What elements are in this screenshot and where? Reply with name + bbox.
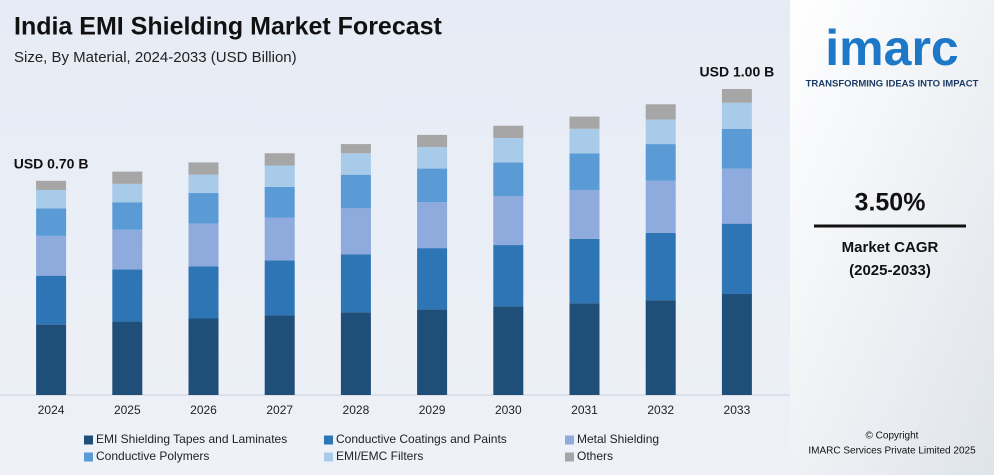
legend-swatch [84,435,93,445]
cagr-label: Market CAGR [842,239,939,256]
bar-segment [569,116,600,129]
bar-segment [493,162,524,197]
bar-segment [569,128,600,154]
bar-segment [417,248,448,310]
legend-label: EMI Shielding Tapes and Laminates [96,432,287,446]
x-tick-label: 2033 [724,403,751,417]
bar-segment [112,183,143,203]
bar-segment [188,174,219,194]
legend-swatch [565,435,574,445]
bar-segment [340,254,371,313]
bar-segment [340,208,371,255]
bar-segment [188,193,219,224]
legend-label: Others [577,449,613,463]
x-tick-label: 2027 [266,403,293,417]
bar-segment [417,309,448,395]
legend-label: Conductive Polymers [96,449,209,463]
legend-swatch [324,452,333,462]
x-tick-label: 2031 [571,403,598,417]
company: IMARC Services Private Limited 2025 [808,446,976,457]
bar-segment [493,137,524,163]
bar-segment [188,266,219,319]
bar-segment [645,180,676,233]
cagr-value: 3.50% [855,189,926,217]
bar-segment [36,235,67,276]
cagr-period: (2025-2033) [849,262,931,279]
chart-title: India EMI Shielding Market Forecast [14,13,443,41]
tagline: TRANSFORMING IDEAS INTO IMPACT [806,79,979,90]
bar-segment [721,168,752,224]
bar-segment [569,153,600,190]
bar-segment [36,208,67,236]
chart-subtitle: Size, By Material, 2024-2033 (USD Billio… [14,49,297,66]
sidebar-background [790,0,994,475]
bar-segment [417,147,448,169]
logo: imarc [825,20,958,76]
bar-segment [264,165,295,187]
legend-label: EMI/EMC Filters [336,449,423,463]
legend-swatch [324,435,333,445]
bar-segment [340,174,371,209]
bar-segment [493,306,524,395]
total-label: USD 0.70 B [14,156,89,172]
bar-segment [645,104,676,120]
bar-segment [721,128,752,169]
bar-segment [112,171,143,184]
legend-label: Conductive Coatings and Paints [336,432,507,446]
bar-segment [188,162,219,175]
bar-segment [721,223,752,295]
x-tick-label: 2028 [343,403,370,417]
bar-segment [721,294,752,395]
bar-segment [264,186,295,218]
bar-segment [264,217,295,261]
bar-segment [645,300,676,395]
total-label: USD 1.00 B [700,64,775,80]
bar-segment [112,229,143,270]
bar-segment [36,324,67,395]
bar-segment [721,89,752,103]
bar-segment [721,102,752,129]
bar-segment [340,312,371,395]
bar-segment [340,153,371,175]
bar-segment [417,134,448,148]
bar-segment [340,144,371,154]
bar-segment [569,303,600,395]
bar-segment [493,196,524,246]
bar-segment [493,125,524,138]
bar-segment [645,232,676,301]
x-tick-label: 2024 [38,403,65,417]
x-tick-label: 2032 [647,403,674,417]
bar-segment [569,238,600,304]
bar-segment [264,315,295,395]
bar-segment [264,153,295,166]
bar-segment [112,269,143,322]
bar-segment [188,223,219,267]
bar-segment [417,168,448,203]
bar-segment [645,144,676,181]
legend-swatch [565,452,574,462]
x-tick-label: 2025 [114,403,141,417]
bar-segment [264,260,295,316]
bar-segment [645,119,676,145]
legend-label: Metal Shielding [577,432,659,446]
bar-segment [36,189,67,209]
x-tick-label: 2030 [495,403,522,417]
x-tick-label: 2026 [190,403,217,417]
bar-segment [569,189,600,239]
bar-segment [493,245,524,307]
x-tick-label: 2029 [419,403,446,417]
bar-segment [36,275,67,325]
bar-segment [188,318,219,395]
legend-swatch [84,452,93,462]
bar-segment [417,202,448,249]
bar-segment [112,321,143,395]
bar-segment [112,202,143,230]
bar-segment [36,180,67,190]
copyright: © Copyright [866,431,919,442]
